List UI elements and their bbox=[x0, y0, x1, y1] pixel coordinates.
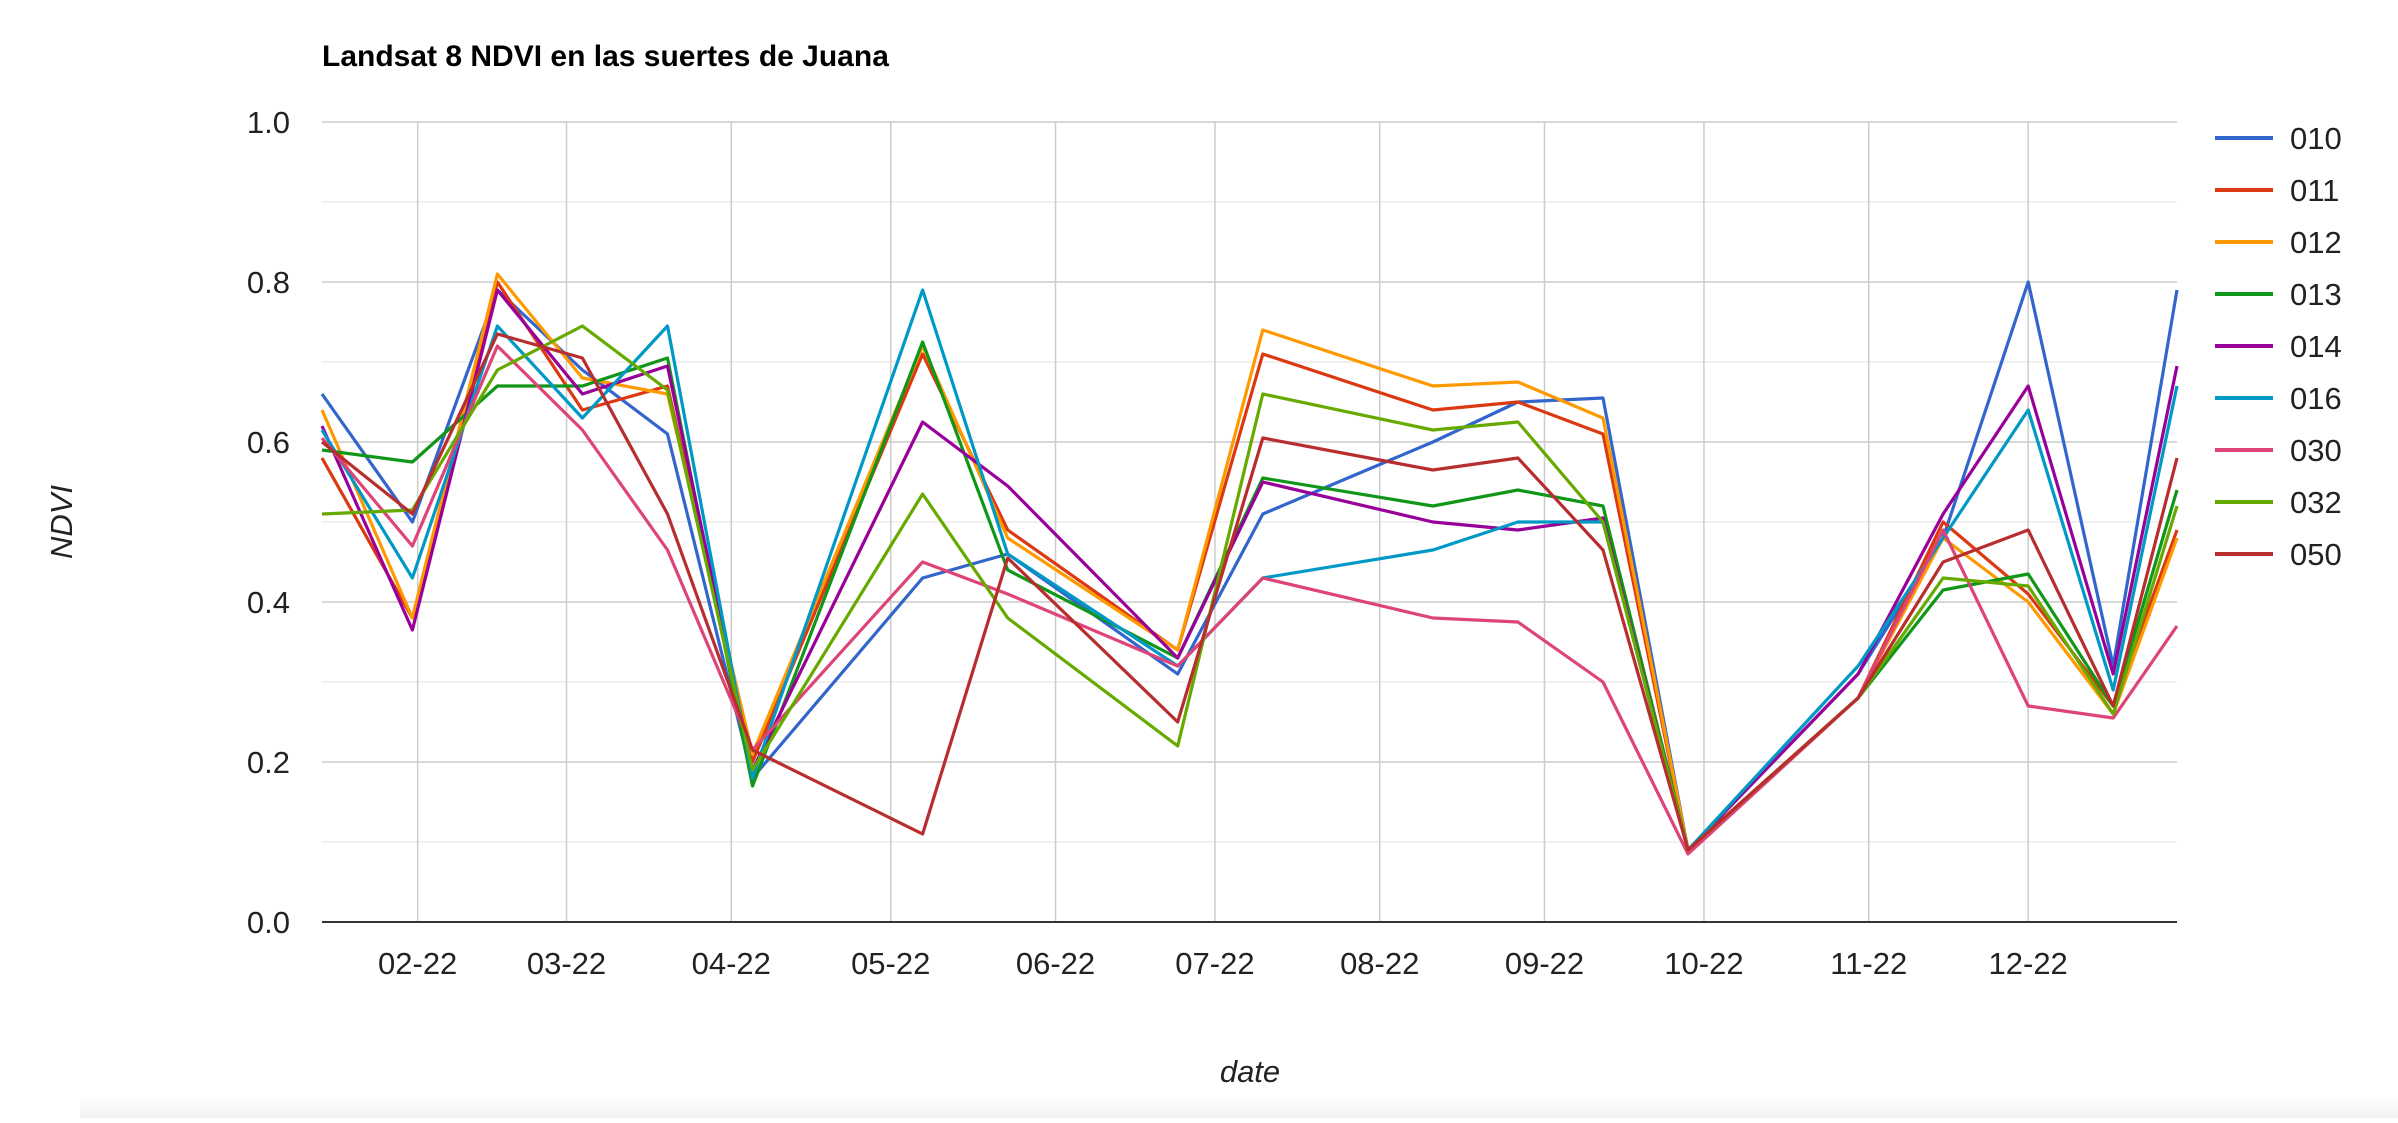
y-tick-label: 1.0 bbox=[247, 105, 290, 140]
legend-label-030: 030 bbox=[2290, 433, 2342, 468]
grid-layer bbox=[322, 121, 2177, 922]
legend-label-010: 010 bbox=[2290, 121, 2342, 156]
series-line-011 bbox=[320, 280, 2179, 852]
legend-label-016: 016 bbox=[2290, 381, 2342, 416]
y-tick-label: 0.8 bbox=[247, 265, 290, 300]
series-line-010 bbox=[320, 280, 2179, 852]
legend-label-012: 012 bbox=[2290, 225, 2342, 260]
footer-shade bbox=[80, 1096, 2398, 1118]
x-tick-label: 03-22 bbox=[527, 946, 606, 981]
legend-label-013: 013 bbox=[2290, 277, 2342, 312]
x-tick-label: 12-22 bbox=[1989, 946, 2068, 981]
x-axis-title: date bbox=[1220, 1054, 1280, 1089]
x-tick-label: 02-22 bbox=[378, 946, 457, 981]
series-layer bbox=[320, 272, 2179, 856]
series-line-030 bbox=[320, 344, 2179, 856]
x-tick-label: 05-22 bbox=[851, 946, 930, 981]
y-axis-title: NDVI bbox=[44, 485, 79, 559]
series-line-013 bbox=[321, 340, 2179, 852]
legend: 010 011 012 013 014 016 030 032 050 bbox=[2215, 121, 2342, 572]
series-line-014 bbox=[320, 288, 2179, 852]
series-line-032 bbox=[321, 324, 2179, 852]
chart-title: Landsat 8 NDVI en las suertes de Juana bbox=[322, 40, 889, 73]
y-tick-label: 0.0 bbox=[247, 905, 290, 940]
x-tick-label: 06-22 bbox=[1016, 946, 1095, 981]
series-line-012 bbox=[320, 272, 2179, 852]
x-tick-label: 04-22 bbox=[692, 946, 771, 981]
legend-label-014: 014 bbox=[2290, 329, 2342, 364]
x-tick-label: 11-22 bbox=[1830, 946, 1907, 981]
x-tick-label: 08-22 bbox=[1340, 946, 1419, 981]
y-tick-label: 0.2 bbox=[247, 745, 290, 780]
legend-label-011: 011 bbox=[2290, 173, 2339, 208]
legend-label-050: 050 bbox=[2290, 537, 2342, 572]
series-line-050 bbox=[321, 332, 2179, 852]
x-tick-labels: 02-22 03-22 04-22 05-22 06-22 07-22 08-22 09-22… bbox=[378, 946, 2068, 981]
x-tick-label: 10-22 bbox=[1664, 946, 1743, 981]
x-tick-label: 09-22 bbox=[1505, 946, 1584, 981]
y-tick-label: 0.4 bbox=[247, 585, 290, 620]
legend-label-032: 032 bbox=[2290, 485, 2342, 520]
y-tick-labels: 0.0 0.2 0.4 0.6 0.8 1.0 bbox=[247, 105, 290, 940]
x-tick-label: 07-22 bbox=[1175, 946, 1254, 981]
y-tick-label: 0.6 bbox=[247, 425, 290, 460]
